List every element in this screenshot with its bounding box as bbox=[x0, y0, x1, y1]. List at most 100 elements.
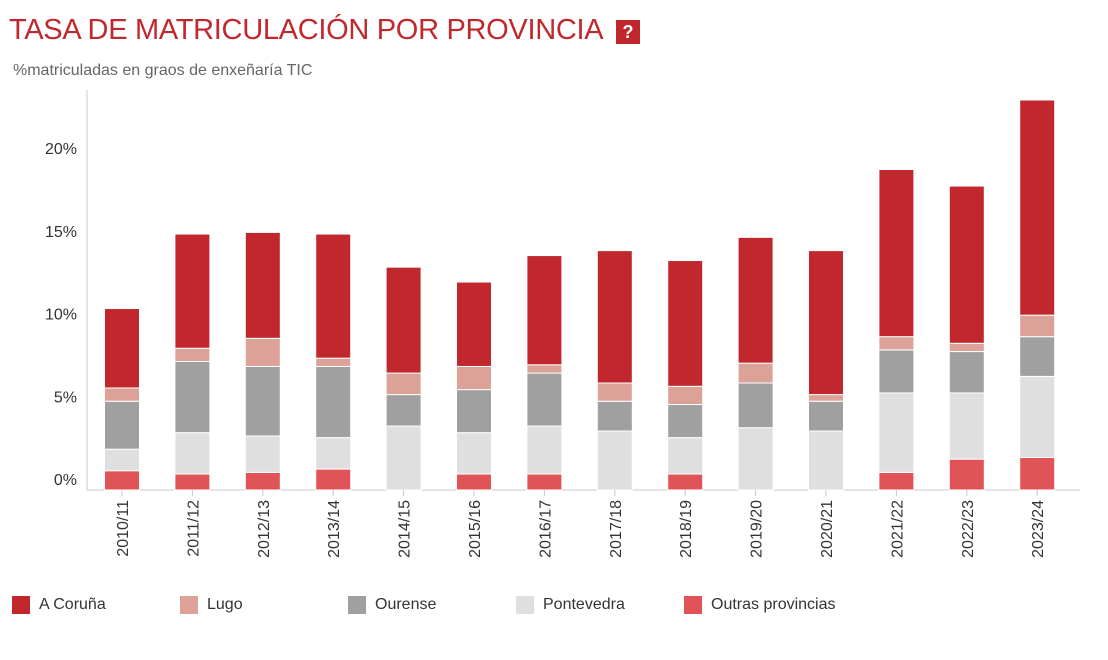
legend-label: Outras provincias bbox=[711, 596, 836, 613]
bar-segment bbox=[667, 385, 704, 406]
bar-segment bbox=[737, 427, 774, 491]
bar-segment bbox=[948, 351, 985, 394]
chart-title: TASA DE MATRICULACIÓN POR PROVINCIA bbox=[9, 14, 604, 46]
bar-segment bbox=[596, 250, 633, 384]
bar-segment bbox=[1019, 375, 1056, 458]
chart-subtitle: %matriculadas en graos de enxeñaría TIC bbox=[13, 62, 313, 79]
legend-item-a-coruna[interactable]: A Coruña bbox=[12, 592, 106, 618]
x-tick-label: 2017/18 bbox=[608, 500, 625, 558]
bar-segment bbox=[878, 471, 915, 491]
bar-segment bbox=[385, 394, 422, 427]
bar-segment bbox=[174, 347, 211, 362]
bar-segment bbox=[526, 473, 563, 491]
legend-label: Ourense bbox=[375, 596, 437, 613]
bar-segment bbox=[737, 382, 774, 429]
bar-segment bbox=[315, 468, 352, 491]
x-tick-label: 2010/11 bbox=[115, 500, 132, 557]
bar-segment bbox=[315, 357, 352, 367]
bar-segment bbox=[1019, 99, 1056, 316]
x-tick-label: 2012/13 bbox=[256, 500, 273, 558]
bar-segment bbox=[948, 185, 985, 344]
bar-segment bbox=[244, 231, 281, 339]
bar-segment bbox=[174, 360, 211, 434]
legend-item-pontevedra[interactable]: Pontevedra bbox=[516, 592, 625, 618]
bar-segment bbox=[315, 233, 352, 359]
bar-segment bbox=[878, 392, 915, 473]
bar-segment bbox=[1019, 314, 1056, 338]
x-tick-label: 2020/21 bbox=[819, 500, 836, 558]
x-tick-label: 2014/15 bbox=[397, 500, 414, 558]
bar-segment bbox=[104, 448, 140, 472]
bar-segment bbox=[244, 435, 281, 473]
x-tick-label: 2018/19 bbox=[678, 500, 695, 558]
legend-label: A Coruña bbox=[39, 596, 106, 613]
legend-swatch bbox=[180, 596, 198, 614]
bar-segment bbox=[667, 437, 704, 475]
bar-segment bbox=[315, 437, 352, 470]
bar-segment bbox=[244, 337, 281, 367]
bar-segment bbox=[808, 400, 844, 432]
bar-segment bbox=[174, 432, 211, 475]
y-tick-label: 5% bbox=[54, 389, 77, 406]
bar-segment bbox=[526, 255, 563, 366]
bar-segment bbox=[104, 470, 140, 491]
x-tick-label: 2023/24 bbox=[1030, 500, 1047, 558]
bar-segment bbox=[878, 169, 915, 338]
legend-swatch bbox=[12, 596, 30, 614]
bar-segment bbox=[667, 473, 704, 491]
bar-segment bbox=[104, 308, 140, 389]
bar-segment bbox=[667, 404, 704, 439]
bar-segment bbox=[456, 432, 492, 475]
bar-segment bbox=[526, 364, 563, 374]
bar-segment bbox=[808, 394, 844, 402]
bar-segment bbox=[456, 281, 492, 367]
legend-swatch bbox=[348, 596, 366, 614]
bar-segment bbox=[456, 473, 492, 491]
x-tick-label: 2015/16 bbox=[467, 500, 484, 558]
bar-segment bbox=[1019, 456, 1056, 491]
chart-legend: A Coruña Lugo Ourense Pontevedra Outras … bbox=[12, 592, 1102, 618]
legend-item-outras-provincias[interactable]: Outras provincias bbox=[684, 592, 836, 618]
bar-segment bbox=[456, 365, 492, 391]
bar-segment bbox=[104, 400, 140, 450]
bar-segment bbox=[385, 266, 422, 374]
x-tick-label: 2019/20 bbox=[749, 500, 766, 558]
x-tick-label: 2011/12 bbox=[185, 500, 202, 557]
bar-segment bbox=[878, 336, 915, 351]
bar-segment bbox=[948, 392, 985, 460]
help-button[interactable]: ? bbox=[616, 20, 640, 44]
bar-segment bbox=[808, 430, 844, 491]
bar-segment bbox=[174, 233, 211, 349]
legend-label: Lugo bbox=[207, 596, 243, 613]
bar-segment bbox=[737, 236, 774, 364]
y-tick-label: 20% bbox=[45, 141, 77, 158]
bar-segment bbox=[596, 382, 633, 402]
bar-segment bbox=[596, 400, 633, 432]
y-tick-label: 10% bbox=[45, 307, 77, 324]
x-tick-label: 2022/23 bbox=[960, 500, 977, 558]
x-tick-label: 2016/17 bbox=[537, 500, 554, 558]
bar-segment bbox=[808, 250, 844, 396]
bar-segment bbox=[456, 389, 492, 434]
bar-segment bbox=[667, 260, 704, 387]
y-tick-label: 15% bbox=[45, 224, 77, 241]
y-tick-label: 0% bbox=[54, 472, 77, 489]
bar-segment bbox=[244, 471, 281, 491]
bar-segment bbox=[1019, 336, 1056, 377]
bar-segment bbox=[244, 365, 281, 437]
bar-segment bbox=[526, 425, 563, 475]
x-tick-label: 2021/22 bbox=[889, 500, 906, 558]
bar-segment bbox=[596, 430, 633, 491]
bar-segment bbox=[948, 342, 985, 353]
legend-item-lugo[interactable]: Lugo bbox=[180, 592, 243, 618]
x-tick-label: 2013/14 bbox=[326, 500, 343, 558]
bar-segment bbox=[315, 365, 352, 439]
legend-swatch bbox=[684, 596, 702, 614]
bar-segment bbox=[878, 349, 915, 394]
bar-segment bbox=[385, 425, 422, 491]
legend-swatch bbox=[516, 596, 534, 614]
legend-item-ourense[interactable]: Ourense bbox=[348, 592, 436, 618]
bar-segment bbox=[385, 372, 422, 396]
bar-segment bbox=[104, 387, 140, 402]
bar-segment bbox=[526, 372, 563, 427]
